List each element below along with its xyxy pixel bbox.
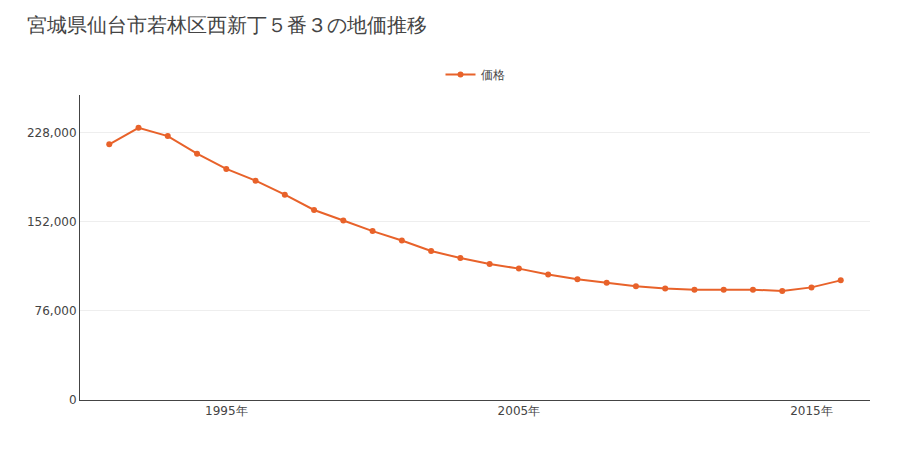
svg-text:価格: 価格 [481,68,505,82]
svg-text:152,000: 152,000 [27,215,77,229]
svg-text:2015年: 2015年 [790,404,833,418]
svg-text:1995年: 1995年 [205,404,248,418]
svg-text:宮城県仙台市若林区西新丁５番３の地価推移: 宮城県仙台市若林区西新丁５番３の地価推移 [27,13,427,37]
svg-text:228,000: 228,000 [27,126,77,140]
svg-text:0: 0 [69,393,77,407]
svg-text:2005年: 2005年 [498,404,541,418]
svg-text:76,000: 76,000 [35,304,77,318]
